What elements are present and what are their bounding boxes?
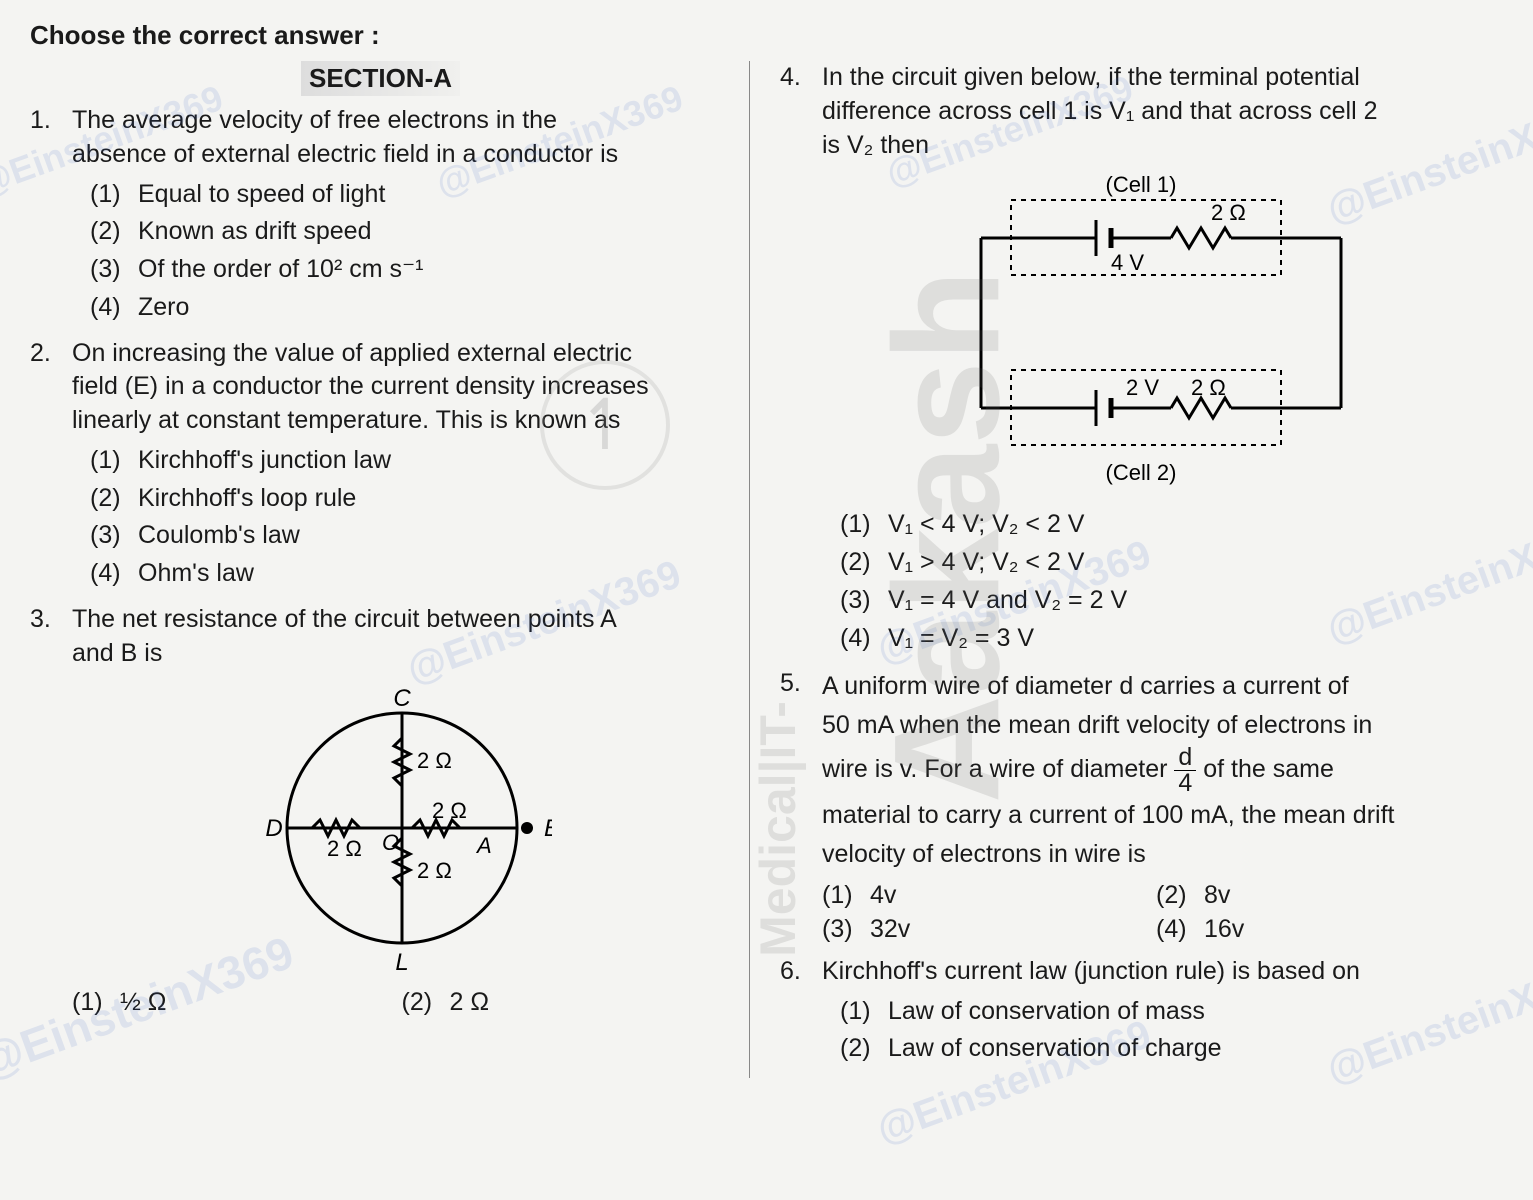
q5-stem-line5: velocity of electrons in wire is: [822, 840, 1146, 868]
q5-opt1-num: (1): [822, 879, 870, 913]
question-3: 3. The net resistance of the circuit bet…: [30, 603, 731, 1020]
left-column: SECTION-A 1. The average velocity of fre…: [30, 61, 750, 1078]
svg-text:B: B: [544, 815, 552, 842]
q5-opt4-text: 16v: [1204, 913, 1244, 947]
q2-stem-line1: On increasing the value of applied exter…: [72, 339, 632, 367]
q3-opt1-num: (1): [72, 986, 120, 1020]
q5-opt3-num: (3): [822, 913, 870, 947]
q2-opt1-text: Kirchhoff's junction law: [138, 444, 391, 478]
q6-stem: Kirchhoff's current law (junction rule) …: [822, 957, 1360, 985]
q1-opt3-num: (3): [90, 253, 138, 287]
q4-number: 4.: [780, 61, 822, 659]
q5-frac-top: d: [1174, 745, 1196, 771]
q5-opt1-text: 4v: [870, 879, 896, 913]
svg-text:A: A: [475, 833, 492, 858]
q6-number: 6.: [780, 955, 822, 1070]
q3-opt2-text: 2 Ω: [450, 986, 490, 1020]
q1-opt1-text: Equal to speed of light: [138, 178, 385, 212]
q4-opt3-text: V₁ = 4 V and V₂ = 2 V: [888, 584, 1127, 618]
q2-opt3-num: (3): [90, 519, 138, 553]
q1-number: 1.: [30, 104, 72, 329]
svg-text:D: D: [265, 815, 282, 842]
svg-text:2 Ω: 2 Ω: [417, 858, 452, 883]
q4-circuit-figure: (Cell 1) 2 Ω 4 V: [941, 170, 1371, 500]
q3-number: 3.: [30, 603, 72, 1020]
q2-number: 2.: [30, 337, 72, 595]
q4-opt4-num: (4): [840, 622, 888, 656]
right-column: 4. In the circuit given below, if the te…: [770, 61, 1490, 1078]
q4-stem-line3: is V₂ then: [822, 131, 929, 159]
svg-text:O: O: [382, 830, 399, 855]
svg-text:2 V: 2 V: [1126, 375, 1159, 400]
q5-number: 5.: [780, 667, 822, 947]
svg-text:L: L: [395, 949, 408, 976]
question-4: 4. In the circuit given below, if the te…: [780, 61, 1490, 659]
question-5: 5. A uniform wire of diameter d carries …: [780, 667, 1490, 947]
question-6: 6. Kirchhoff's current law (junction rul…: [780, 955, 1490, 1070]
q1-opt4-num: (4): [90, 291, 138, 325]
q3-opt2-num: (2): [402, 986, 450, 1020]
q2-opt2-text: Kirchhoff's loop rule: [138, 482, 356, 516]
q2-opt4-text: Ohm's law: [138, 557, 254, 591]
q2-opt4-num: (4): [90, 557, 138, 591]
q6-opt2-text: Law of conservation of charge: [888, 1032, 1222, 1066]
q5-stem-line3a: wire is v. For a wire of diameter: [822, 755, 1174, 783]
q6-opt1-num: (1): [840, 995, 888, 1029]
q1-opt2-num: (2): [90, 215, 138, 249]
q3-stem-line2: and B is: [72, 639, 162, 667]
svg-text:C: C: [393, 685, 411, 712]
q4-stem-line2: difference across cell 1 is V₁ and that …: [822, 97, 1377, 125]
q2-opt1-num: (1): [90, 444, 138, 478]
svg-text:4 V: 4 V: [1111, 250, 1144, 275]
q2-stem-line3: linearly at constant temperature. This i…: [72, 406, 620, 434]
q3-circuit-figure: C D B L A O 2 Ω 2 Ω 2 Ω 2 Ω: [252, 678, 552, 978]
svg-text:2 Ω: 2 Ω: [327, 836, 362, 861]
q5-stem-line4: material to carry a current of 100 mA, t…: [822, 801, 1394, 829]
svg-text:2 Ω: 2 Ω: [1211, 200, 1246, 225]
svg-text:2 Ω: 2 Ω: [1191, 375, 1226, 400]
q4-opt1-text: V₁ < 4 V; V₂ < 2 V: [888, 508, 1084, 542]
q5-opt4-num: (4): [1156, 913, 1204, 947]
q5-stem-line1: A uniform wire of diameter d carries a c…: [822, 672, 1349, 700]
q5-frac-bot: 4: [1174, 771, 1196, 796]
page-title: Choose the correct answer :: [30, 20, 1503, 51]
q4-opt2-text: V₁ > 4 V; V₂ < 2 V: [888, 546, 1084, 580]
q6-opt1-text: Law of conservation of mass: [888, 995, 1205, 1029]
q5-opt2-num: (2): [1156, 879, 1204, 913]
q2-opt2-num: (2): [90, 482, 138, 516]
svg-text:2 Ω: 2 Ω: [417, 748, 452, 773]
q4-opt1-num: (1): [840, 508, 888, 542]
q5-stem-line2: 50 mA when the mean drift velocity of el…: [822, 711, 1372, 739]
q4-opt4-text: V₁ = V₂ = 3 V: [888, 622, 1034, 656]
q1-stem-line1: The average velocity of free electrons i…: [72, 106, 557, 134]
q5-opt2-text: 8v: [1204, 879, 1230, 913]
logo-circle-watermark: ↿: [540, 360, 670, 490]
q6-opt2-num: (2): [840, 1032, 888, 1066]
svg-text:(Cell 1): (Cell 1): [1106, 172, 1177, 197]
q3-opt1-text: ½ Ω: [120, 986, 166, 1020]
q4-opt3-num: (3): [840, 584, 888, 618]
question-1: 1. The average velocity of free electron…: [30, 104, 731, 329]
section-a-header: SECTION-A: [301, 61, 460, 96]
q5-opt3-text: 32v: [870, 913, 910, 947]
q2-opt3-text: Coulomb's law: [138, 519, 300, 553]
q1-opt2-text: Known as drift speed: [138, 215, 371, 249]
q5-stem-line3b: of the same: [1203, 755, 1334, 783]
q4-stem-line1: In the circuit given below, if the termi…: [822, 63, 1360, 91]
q3-stem-line1: The net resistance of the circuit betwee…: [72, 605, 617, 633]
q1-opt4-text: Zero: [138, 291, 189, 325]
svg-text:(Cell 2): (Cell 2): [1106, 460, 1177, 485]
q1-opt3-text: Of the order of 10² cm s⁻¹: [138, 253, 424, 287]
q1-opt1-num: (1): [90, 178, 138, 212]
q1-stem-line2: absence of external electric field in a …: [72, 140, 618, 168]
q4-opt2-num: (2): [840, 546, 888, 580]
svg-text:2 Ω: 2 Ω: [432, 798, 467, 823]
